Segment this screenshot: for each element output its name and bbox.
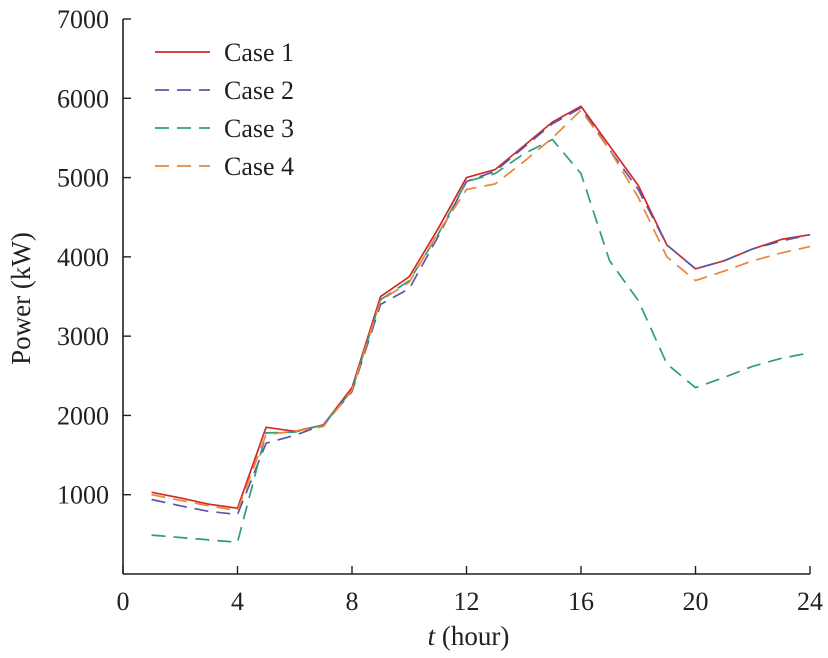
- x-axis-title-variable: t: [428, 621, 437, 651]
- y-tick-label: 7000: [57, 5, 109, 34]
- legend-label-case-4: Case 4: [224, 152, 294, 181]
- legend-label-case-2: Case 2: [224, 76, 294, 105]
- y-ticks: 1000 2000 3000 4000 5000 6000 7000: [57, 5, 131, 510]
- series-line-case-4: [151, 109, 811, 512]
- x-tick-label: 20: [683, 587, 709, 616]
- y-axis-title: Power (kW): [6, 232, 36, 365]
- series-line-case-2: [151, 106, 811, 516]
- legend-label-case-1: Case 1: [224, 38, 294, 67]
- y-tick-label: 6000: [57, 84, 109, 113]
- y-tick-label: 5000: [57, 164, 109, 193]
- y-tick-label: 4000: [57, 243, 109, 272]
- x-axis-title: t (hour): [428, 621, 510, 651]
- x-tick-label: 16: [568, 587, 594, 616]
- y-tick-label: 1000: [57, 481, 109, 510]
- x-axis-title-unit: (hour): [435, 621, 509, 651]
- y-tick-label: 3000: [57, 322, 109, 351]
- series-line-case-1: [151, 105, 811, 510]
- x-tick-label: 4: [231, 587, 244, 616]
- x-tick-label: 0: [117, 587, 130, 616]
- series-line-case-3: [151, 138, 811, 544]
- x-tick-label: 8: [346, 587, 359, 616]
- x-ticks: 0 4 8 12 16 20 24: [117, 566, 823, 616]
- series-group: [151, 105, 811, 544]
- legend: Case 1 Case 2 Case 3 Case 4: [155, 38, 294, 181]
- x-tick-label: 24: [797, 587, 823, 616]
- x-tick-label: 12: [454, 587, 480, 616]
- legend-label-case-3: Case 3: [224, 114, 294, 143]
- y-tick-label: 2000: [57, 401, 109, 430]
